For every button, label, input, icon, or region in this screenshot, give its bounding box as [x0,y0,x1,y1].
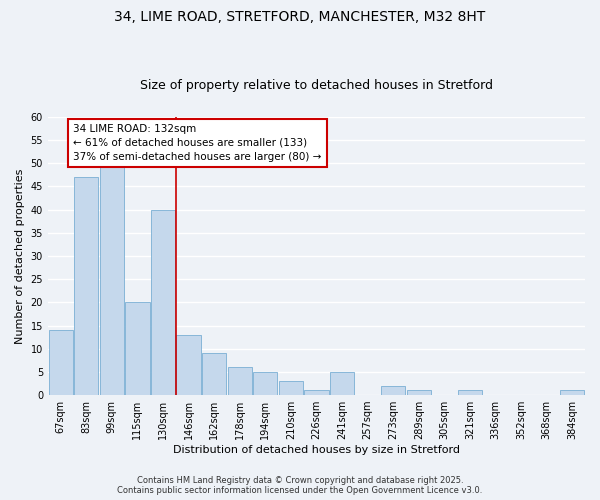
Text: 34 LIME ROAD: 132sqm
← 61% of detached houses are smaller (133)
37% of semi-deta: 34 LIME ROAD: 132sqm ← 61% of detached h… [73,124,322,162]
Bar [100,163,124,395]
Text: Contains HM Land Registry data © Crown copyright and database right 2025.
Contai: Contains HM Land Registry data © Crown c… [118,476,482,495]
Bar [74,177,98,395]
Title: Size of property relative to detached houses in Stretford: Size of property relative to detached ho… [140,79,493,92]
Bar [125,302,149,395]
Bar [202,354,226,395]
Text: 34, LIME ROAD, STRETFORD, MANCHESTER, M32 8HT: 34, LIME ROAD, STRETFORD, MANCHESTER, M3… [115,10,485,24]
X-axis label: Distribution of detached houses by size in Stretford: Distribution of detached houses by size … [173,445,460,455]
Bar [227,368,252,395]
Bar [304,390,329,395]
Bar [458,390,482,395]
Bar [330,372,354,395]
Bar [279,381,303,395]
Bar [381,386,406,395]
Bar [407,390,431,395]
Bar [151,210,175,395]
Bar [560,390,584,395]
Y-axis label: Number of detached properties: Number of detached properties [15,168,25,344]
Bar [253,372,277,395]
Bar [176,335,201,395]
Bar [49,330,73,395]
